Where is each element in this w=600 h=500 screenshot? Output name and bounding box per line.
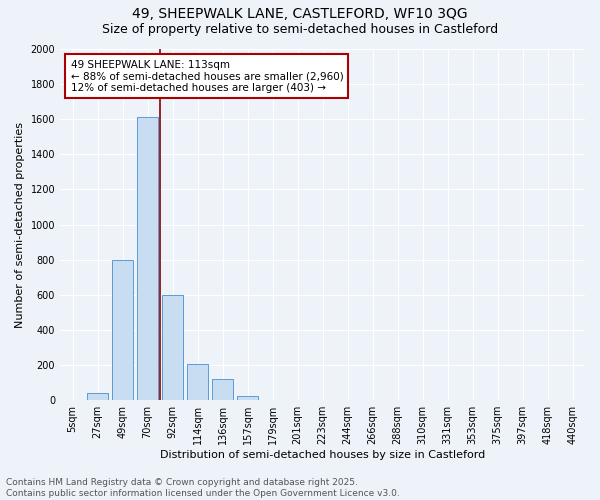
Text: Contains HM Land Registry data © Crown copyright and database right 2025.
Contai: Contains HM Land Registry data © Crown c…	[6, 478, 400, 498]
Bar	[137, 118, 158, 400]
Bar	[87, 393, 108, 400]
Y-axis label: Number of semi-detached properties: Number of semi-detached properties	[15, 122, 25, 328]
X-axis label: Distribution of semi-detached houses by size in Castleford: Distribution of semi-detached houses by …	[160, 450, 485, 460]
Text: 49 SHEEPWALK LANE: 113sqm
← 88% of semi-detached houses are smaller (2,960)
12% : 49 SHEEPWALK LANE: 113sqm ← 88% of semi-…	[71, 60, 343, 92]
Bar	[162, 295, 183, 400]
Bar	[112, 260, 133, 400]
Bar	[212, 379, 233, 400]
Text: 49, SHEEPWALK LANE, CASTLEFORD, WF10 3QG: 49, SHEEPWALK LANE, CASTLEFORD, WF10 3QG	[132, 8, 468, 22]
Bar	[187, 364, 208, 400]
Text: Size of property relative to semi-detached houses in Castleford: Size of property relative to semi-detach…	[102, 22, 498, 36]
Bar	[237, 396, 258, 400]
